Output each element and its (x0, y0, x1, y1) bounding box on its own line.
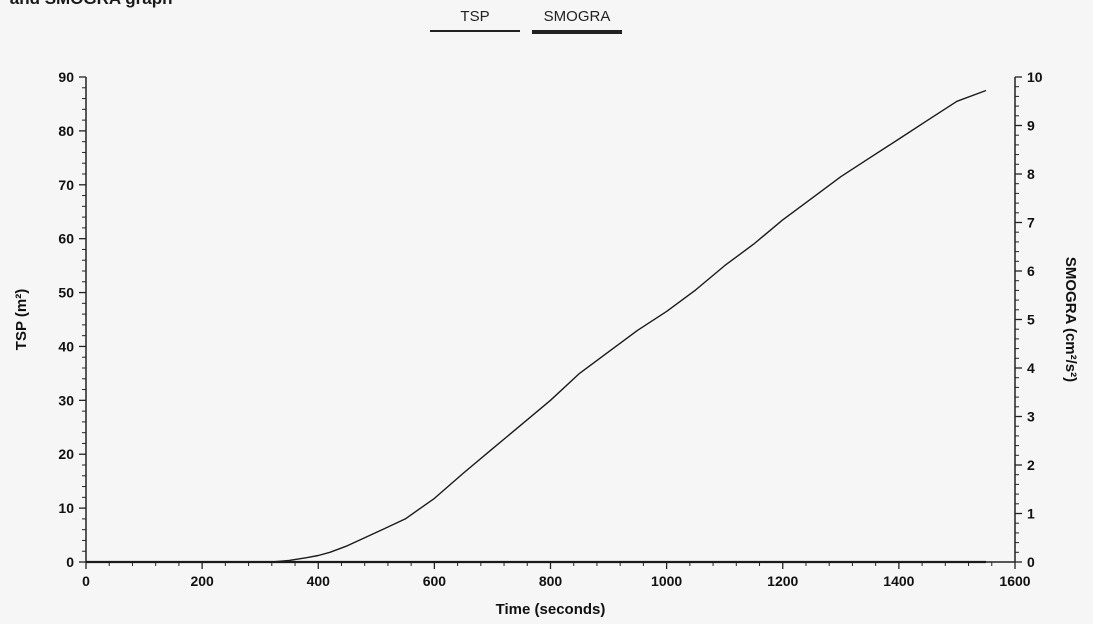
x-tick-label: 800 (539, 573, 563, 589)
y-left-tick-label: 70 (58, 177, 74, 193)
y-right-tick-label: 7 (1027, 215, 1035, 231)
y-left-tick-label: 0 (66, 554, 74, 570)
y-left-tick-label: 90 (58, 69, 74, 85)
x-tick-label: 200 (190, 573, 214, 589)
y-right-tick-label: 1 (1027, 506, 1035, 522)
y-left-tick-label: 60 (58, 231, 74, 247)
page-title: P and SMOGRA graph (0, 0, 173, 9)
y-left-tick-label: 20 (58, 446, 74, 462)
y-axis-left-title: TSP (m²) (13, 289, 30, 350)
legend-label-smogra: SMOGRA (543, 8, 611, 25)
x-tick-label: 1600 (999, 573, 1030, 589)
y-right-tick-label: 10 (1027, 69, 1043, 85)
x-tick-label: 600 (423, 573, 447, 589)
y-right-tick-label: 0 (1027, 554, 1035, 570)
x-tick-label: 400 (307, 573, 331, 589)
legend-item-tsp: TSP (430, 8, 520, 34)
y-right-tick-label: 2 (1027, 457, 1035, 473)
x-tick-label: 0 (82, 573, 90, 589)
x-tick-label: 1400 (883, 573, 914, 589)
series-line-tsp (271, 89, 987, 563)
y-right-tick-label: 9 (1027, 118, 1035, 134)
y-axis-right-title: SMOGRA (cm²/s²) (1062, 257, 1079, 382)
y-left-tick-label: 40 (58, 338, 74, 354)
x-tick-label: 1000 (651, 573, 682, 589)
x-axis-title: Time (seconds) (496, 601, 606, 618)
y-left-tick-label: 80 (58, 123, 74, 139)
y-right-tick-label: 8 (1027, 166, 1035, 182)
y-right-tick-label: 6 (1027, 263, 1035, 279)
y-right-tick-label: 3 (1027, 409, 1035, 425)
chart-legend: TSP SMOGRA (430, 8, 622, 34)
y-left-tick-label: 30 (58, 392, 74, 408)
x-tick-label: 1200 (767, 573, 798, 589)
y-left-tick-label: 10 (58, 500, 74, 516)
legend-swatch-tsp (430, 30, 520, 32)
y-right-tick-label: 5 (1027, 312, 1035, 328)
legend-item-smogra: SMOGRA (532, 8, 622, 34)
legend-swatch-smogra (532, 30, 622, 34)
y-right-tick-label: 4 (1027, 360, 1035, 376)
y-left-tick-label: 50 (58, 285, 74, 301)
legend-label-tsp: TSP (460, 8, 490, 25)
